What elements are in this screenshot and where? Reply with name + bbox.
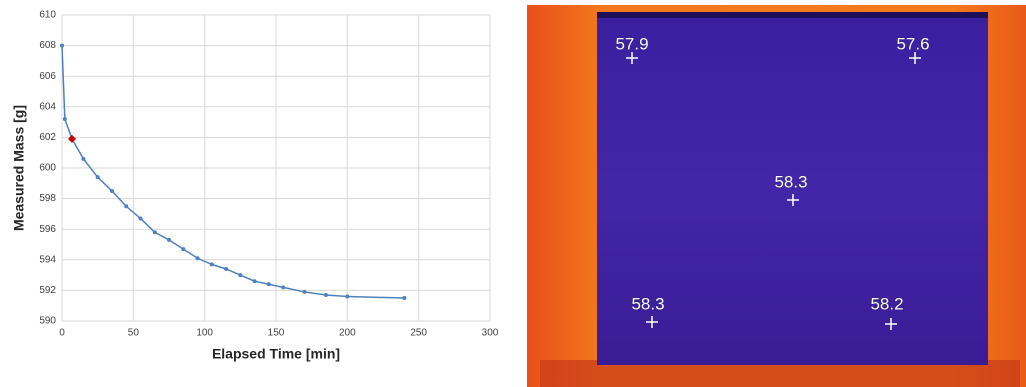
spot-reading: 58.3	[774, 172, 807, 191]
y-tick-label: 602	[39, 132, 56, 143]
spot-reading: 58.3	[631, 294, 664, 313]
x-tick-label: 300	[482, 328, 499, 339]
y-tick-label: 594	[39, 254, 56, 265]
data-point	[124, 204, 128, 208]
spot-reading: 58.2	[870, 294, 903, 313]
y-tick-label: 600	[39, 163, 56, 174]
x-tick-label: 50	[128, 328, 140, 339]
y-tick-label: 598	[39, 193, 56, 204]
y-tick-label: 608	[39, 40, 56, 51]
thermal-sample-edge	[597, 12, 988, 18]
data-point	[96, 175, 100, 179]
data-point	[153, 230, 157, 234]
data-point	[238, 273, 242, 277]
x-tick-label: 250	[410, 328, 427, 339]
data-point	[224, 267, 228, 271]
data-point	[253, 279, 257, 283]
y-axis-title: Measured Mass [g]	[11, 105, 27, 231]
y-tick-label: 604	[39, 101, 56, 112]
line-chart: Elapsed Time [min] Measured Mass [g] 590…	[11, 10, 499, 362]
data-point	[63, 117, 67, 121]
x-tick-label: 0	[59, 328, 65, 339]
spot-reading: 57.9	[615, 34, 648, 53]
x-tick-label: 150	[268, 328, 285, 339]
data-point	[210, 262, 214, 266]
spot-reading: 57.6	[896, 34, 929, 53]
data-point	[167, 238, 171, 242]
x-axis-title: Elapsed Time [min]	[212, 346, 340, 362]
data-point	[110, 189, 114, 193]
y-tick-label: 610	[39, 10, 56, 21]
thermal-image: 57.9 57.6 58.3 58.3 58.2	[527, 5, 1026, 387]
data-point	[281, 285, 285, 289]
data-point	[267, 282, 271, 286]
x-tick-label: 200	[339, 328, 356, 339]
y-tick-label: 596	[39, 224, 56, 235]
data-point	[303, 290, 307, 294]
data-point	[138, 216, 142, 220]
data-point	[402, 296, 406, 300]
data-point	[181, 247, 185, 251]
page: Elapsed Time [min] Measured Mass [g] 590…	[0, 0, 1026, 387]
y-tick-label: 592	[39, 285, 56, 296]
data-point	[345, 295, 349, 299]
data-point	[324, 293, 328, 297]
x-tick-label: 100	[196, 328, 213, 339]
data-point	[196, 256, 200, 260]
y-tick-label: 606	[39, 71, 56, 82]
data-point	[81, 157, 85, 161]
data-point	[60, 44, 64, 48]
y-tick-label: 590	[39, 316, 56, 327]
